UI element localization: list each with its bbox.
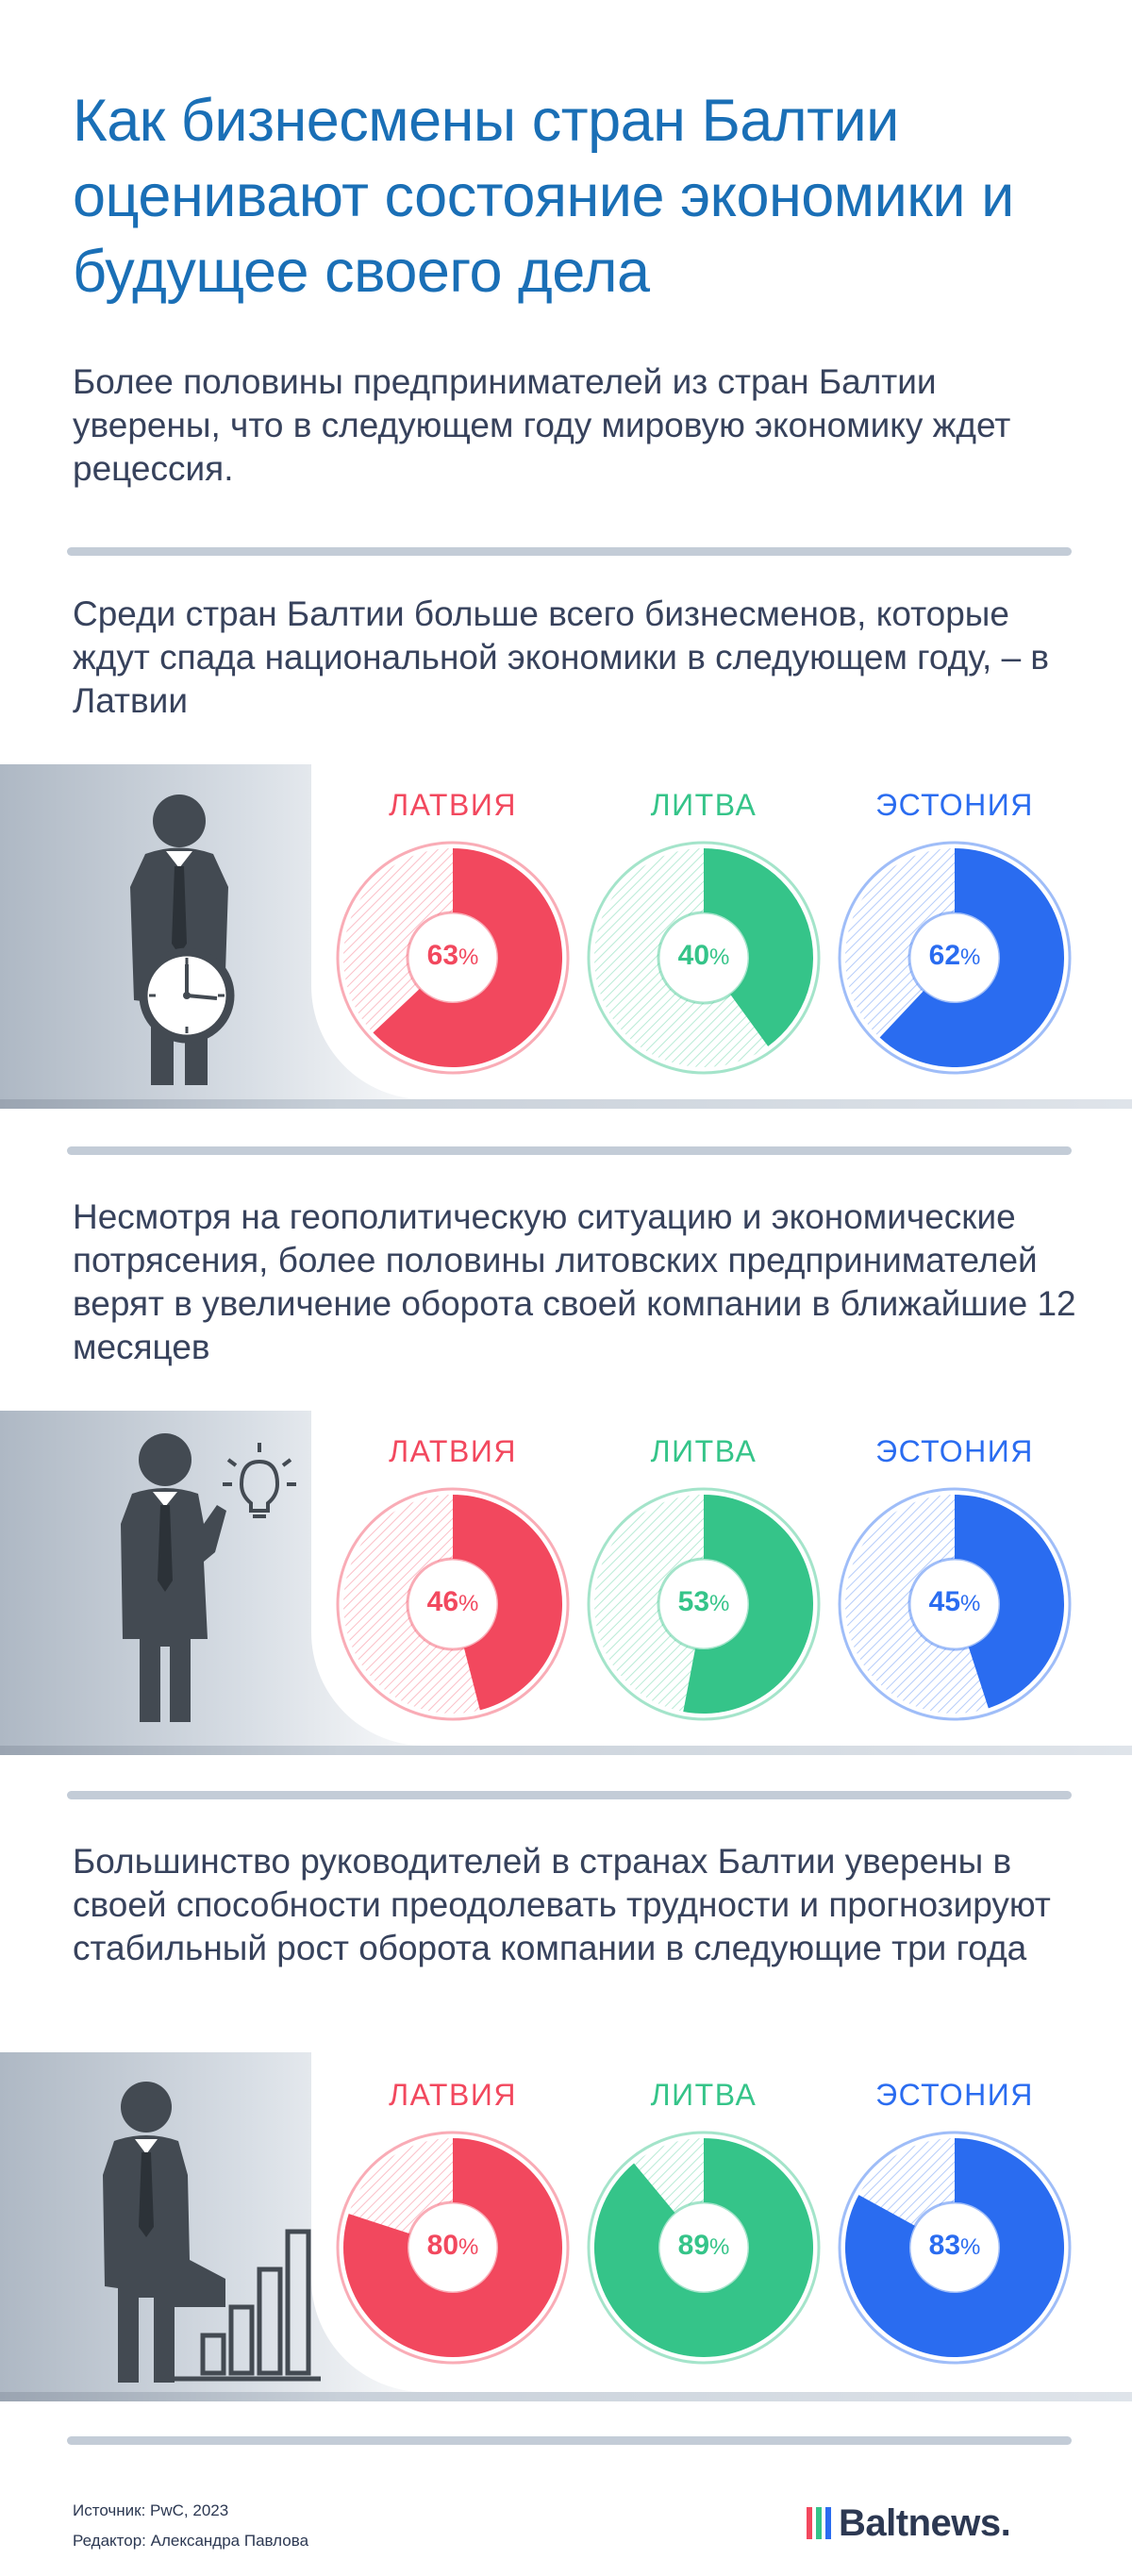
- donut-chart-lithuania: [587, 841, 821, 1075]
- donut-hole: [657, 1557, 751, 1651]
- country-label-lithuania: ЛИТВА: [650, 1434, 757, 1468]
- donut-hole: [406, 1557, 500, 1651]
- donut-hole: [907, 1557, 1002, 1651]
- donut-value-number: 62: [928, 940, 961, 971]
- donut-value-label-latvia: 46%: [335, 1586, 571, 1618]
- page-title: Как бизнесмены стран Балтии оценивают со…: [73, 88, 1014, 305]
- donut-chart-lithuania: [587, 2131, 821, 2365]
- source-text: Источник: PwC, 2023: [73, 2501, 229, 2519]
- donut-value-slice: [453, 1495, 563, 1711]
- divider: [67, 547, 1072, 556]
- country-label-estonia: ЭСТОНИЯ: [875, 1434, 1034, 1468]
- donut-outline: [587, 1487, 821, 1721]
- donut-chart-lithuania: [587, 1487, 821, 1721]
- baltnews-logo: Baltnews.: [807, 2501, 1011, 2544]
- donut-outline: [587, 2131, 821, 2365]
- donut-value-label-lithuania: 40%: [586, 940, 822, 972]
- logo-bar: [825, 2507, 831, 2539]
- donut-outline: [838, 841, 1072, 1075]
- donut-value-number: 53: [677, 1586, 710, 1617]
- logo-wordmark: Baltnews.: [839, 2501, 1011, 2544]
- donut-value-label-lithuania: 89%: [586, 2230, 822, 2262]
- divider: [67, 1791, 1072, 1799]
- donut-outline: [587, 841, 821, 1075]
- donut-hole: [657, 911, 751, 1005]
- donut-chart-latvia: [336, 1487, 570, 1721]
- logo-bars-icon: [807, 2507, 831, 2539]
- donut-chart-estonia: [838, 2131, 1072, 2365]
- donut-hole: [907, 2200, 1002, 2295]
- businessman-climbing-bar-chart-icon: [103, 2082, 321, 2383]
- donut-chart-estonia: [838, 1487, 1072, 1721]
- country-label-estonia: ЭСТОНИЯ: [875, 2078, 1034, 2112]
- divider: [67, 1146, 1072, 1155]
- donut-value-slice: [704, 848, 813, 1046]
- logo-bar: [816, 2507, 822, 2539]
- percent-sign: %: [709, 1591, 730, 1616]
- percent-sign: %: [458, 945, 479, 970]
- donut-outline: [838, 1487, 1072, 1721]
- percent-sign: %: [960, 2234, 981, 2260]
- donut-value-number: 63: [426, 940, 459, 971]
- donut-outline: [336, 841, 570, 1075]
- donut-value-number: 83: [928, 2230, 961, 2261]
- businessman-with-lightbulb-icon: [121, 1433, 296, 1722]
- donut-value-number: 45: [928, 1586, 961, 1617]
- donut-value-label-estonia: 83%: [837, 2230, 1073, 2262]
- donut-value-label-latvia: 80%: [335, 2230, 571, 2262]
- donut-outline: [838, 2131, 1072, 2365]
- donut-value-number: 80: [426, 2230, 459, 2261]
- country-label-lithuania: ЛИТВА: [650, 788, 757, 822]
- percent-sign: %: [458, 2234, 479, 2260]
- country-label-latvia: ЛАТВИЯ: [389, 1434, 517, 1468]
- intro-text: Более половины предпринимателей из стран…: [73, 362, 1011, 488]
- donut-chart-latvia: [336, 2131, 570, 2365]
- percent-sign: %: [458, 1591, 479, 1616]
- country-label-lithuania: ЛИТВА: [650, 2078, 757, 2112]
- section-1-text: Среди стран Балтии больше всего бизнесме…: [73, 594, 1050, 720]
- donut-outline: [336, 2131, 570, 2365]
- donut-value-label-latvia: 63%: [335, 940, 571, 972]
- donut-value-label-lithuania: 53%: [586, 1586, 822, 1618]
- donut-value-number: 40: [677, 940, 710, 971]
- donut-chart-latvia: [336, 841, 570, 1075]
- donut-hole: [657, 2200, 751, 2295]
- country-label-estonia: ЭСТОНИЯ: [875, 788, 1034, 822]
- donut-hole: [406, 911, 500, 1005]
- donut-hole: [907, 911, 1002, 1005]
- percent-sign: %: [960, 945, 981, 970]
- country-label-latvia: ЛАТВИЯ: [389, 788, 517, 822]
- section-3-text: Большинство руководителей в странах Балт…: [73, 1842, 1051, 1967]
- country-label-latvia: ЛАТВИЯ: [389, 2078, 517, 2112]
- donut-value-number: 46: [426, 1586, 459, 1617]
- donut-outline: [336, 1487, 570, 1721]
- logo-bar: [807, 2507, 812, 2539]
- percent-sign: %: [709, 945, 730, 970]
- donut-value-label-estonia: 45%: [837, 1586, 1073, 1618]
- donut-value-slice: [955, 1495, 1064, 1709]
- donut-value-label-estonia: 62%: [837, 940, 1073, 972]
- donut-chart-estonia: [838, 841, 1072, 1075]
- donut-value-number: 89: [677, 2230, 710, 2261]
- percent-sign: %: [709, 2234, 730, 2260]
- editor-text: Редактор: Александра Павлова: [73, 2532, 309, 2550]
- section-2-text: Несмотря на геополитическую ситуацию и э…: [73, 1197, 1076, 1366]
- divider: [67, 2436, 1072, 2445]
- donut-hole: [406, 2200, 500, 2295]
- percent-sign: %: [960, 1591, 981, 1616]
- businessman-with-clock-icon: [130, 795, 235, 1085]
